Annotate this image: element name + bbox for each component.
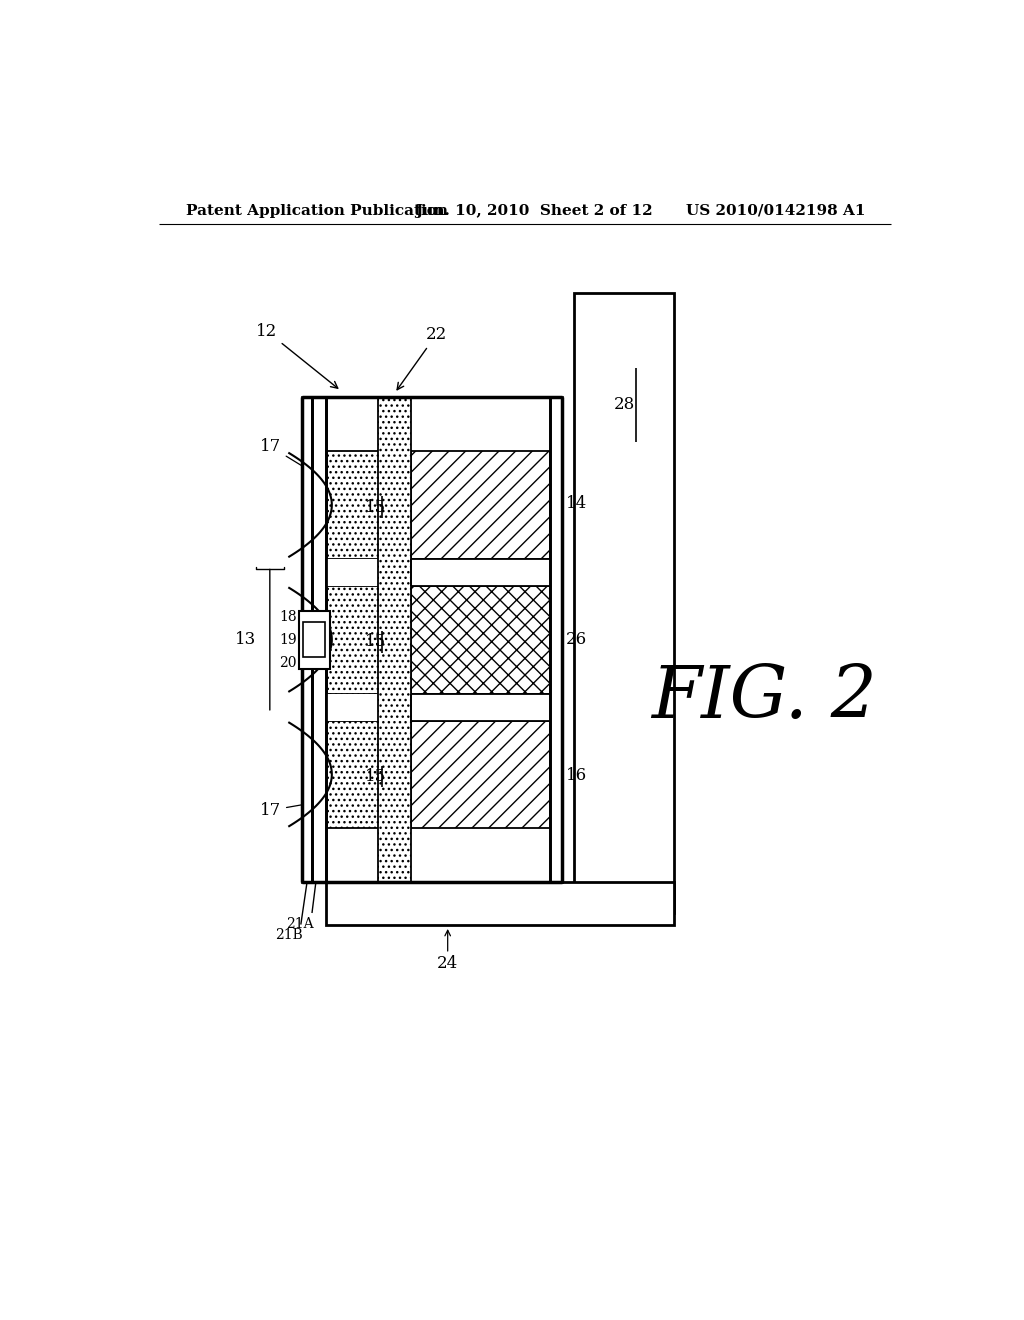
Bar [326, 882, 675, 924]
Bar [550, 397, 562, 882]
Text: 20: 20 [280, 656, 317, 669]
Text: FIG. 2: FIG. 2 [650, 663, 877, 733]
Text: 17: 17 [260, 438, 318, 475]
Bar [411, 721, 550, 829]
Text: US 2010/0142198 A1: US 2010/0142198 A1 [686, 203, 865, 218]
Text: 15: 15 [365, 768, 386, 785]
Text: 26: 26 [566, 631, 587, 648]
Text: 12: 12 [256, 322, 338, 388]
Bar [326, 721, 411, 829]
Bar [573, 293, 675, 913]
Text: 13: 13 [234, 631, 256, 648]
Text: 15: 15 [365, 634, 386, 651]
Bar [303, 622, 325, 657]
Text: 18: 18 [280, 610, 317, 623]
Text: Jun. 10, 2010  Sheet 2 of 12: Jun. 10, 2010 Sheet 2 of 12 [415, 203, 652, 218]
Text: 15: 15 [365, 499, 386, 516]
Bar [299, 611, 330, 668]
Text: 14: 14 [566, 495, 587, 512]
Bar [311, 397, 326, 882]
Text: 21B: 21B [274, 928, 302, 942]
Text: 17: 17 [260, 800, 317, 818]
Text: 22: 22 [397, 326, 446, 389]
Text: 21A: 21A [286, 917, 313, 931]
Bar [411, 451, 550, 558]
Bar [326, 558, 378, 586]
Bar [302, 397, 311, 882]
Bar [411, 586, 550, 693]
Text: Patent Application Publication: Patent Application Publication [186, 203, 449, 218]
Bar [326, 586, 411, 693]
Bar [378, 397, 411, 882]
Text: 16: 16 [566, 767, 587, 784]
Text: 24: 24 [437, 956, 459, 973]
Text: 19: 19 [280, 632, 317, 647]
Bar [411, 693, 550, 721]
Bar [326, 451, 411, 558]
Text: 28: 28 [613, 396, 635, 413]
Bar [411, 558, 550, 586]
Bar [326, 693, 378, 721]
